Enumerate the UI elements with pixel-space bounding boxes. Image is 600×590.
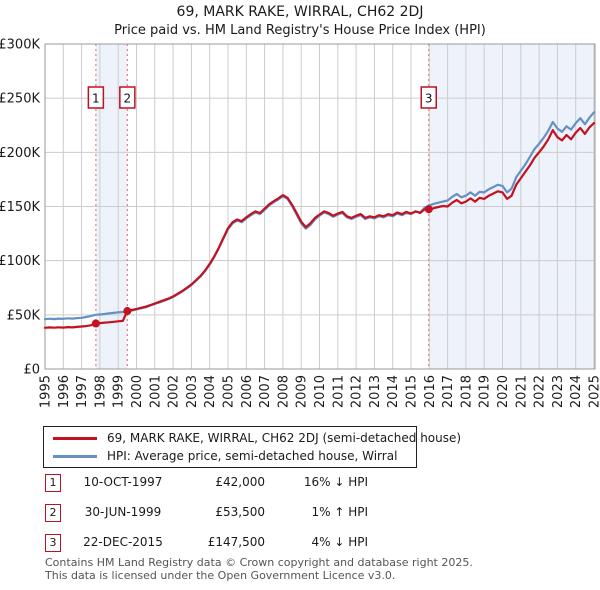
sale-marker-label: 1 <box>92 92 100 106</box>
transaction-3-price: £147,500 <box>207 535 265 549</box>
x-axis-tick-label: 2002 <box>167 375 182 408</box>
x-axis-tick-label: 2020 <box>496 375 511 408</box>
x-axis-tick-label: 2021 <box>514 375 529 408</box>
x-axis-tick-label: 1999 <box>112 375 127 408</box>
y-axis-tick-label: £300K <box>0 38 40 53</box>
legend-item-hpi: HPI: Average price, semi-detached house,… <box>44 449 416 464</box>
x-axis-tick-label: 2022 <box>533 375 548 408</box>
price-line-swatch <box>53 436 97 440</box>
transaction-row-3: 3 22-DEC-2015 £147,500 4% ↓ HPI <box>0 534 600 554</box>
y-axis-tick-label: £50K <box>7 308 41 323</box>
x-axis-tick-label: 2003 <box>185 375 200 408</box>
transaction-2-marker: 2 <box>45 504 61 522</box>
x-axis-tick-label: 1997 <box>75 375 90 408</box>
x-axis-tick-label: 1995 <box>39 375 54 408</box>
y-axis-tick-label: £200K <box>0 146 40 161</box>
y-axis-tick-label: £100K <box>0 254 40 269</box>
transaction-1-marker: 1 <box>45 474 61 492</box>
y-axis-tick-label: £150K <box>0 200 40 215</box>
x-axis-tick-label: 2009 <box>295 375 310 408</box>
x-axis-tick-label: 2024 <box>569 375 584 408</box>
y-axis-tick-label: £250K <box>0 92 40 107</box>
x-axis-tick-label: 2013 <box>368 375 383 408</box>
sale-point <box>123 307 132 316</box>
x-axis-tick-label: 2008 <box>276 375 291 408</box>
x-axis-tick-label: 2011 <box>331 375 346 408</box>
sale-marker-label-box <box>420 86 438 109</box>
legend-label: HPI: Average price, semi-detached house,… <box>107 449 398 463</box>
transaction-2-price: £53,500 <box>215 505 265 519</box>
legend-item-price-paid: 69, MARK RAKE, WIRRAL, CH62 2DJ (semi-de… <box>44 431 461 446</box>
x-axis-tick-label: 2001 <box>148 375 163 408</box>
transaction-3-date: 22-DEC-2015 <box>83 535 163 549</box>
transaction-3-hpi-diff: 4% ↓ HPI <box>311 535 368 549</box>
x-axis-tick-label: 2005 <box>222 375 237 408</box>
x-axis-tick-label: 2015 <box>405 375 420 408</box>
transaction-row-1: 1 10-OCT-1997 £42,000 16% ↓ HPI <box>0 474 600 494</box>
transaction-2-hpi-diff: 1% ↑ HPI <box>311 505 368 519</box>
x-axis-tick-label: 2007 <box>258 375 273 408</box>
transaction-1-hpi-diff: 16% ↓ HPI <box>303 475 368 489</box>
sale-marker-label: 2 <box>124 92 132 106</box>
sale-marker-label-box <box>119 86 136 109</box>
sale-point <box>91 319 100 328</box>
x-axis-tick-label: 2017 <box>441 375 456 408</box>
legend-label: 69, MARK RAKE, WIRRAL, CH62 2DJ (semi-de… <box>107 431 462 445</box>
transaction-3-marker: 3 <box>45 534 61 552</box>
x-axis-tick-label: 2006 <box>240 375 255 408</box>
x-axis-tick-label: 2004 <box>203 375 218 408</box>
x-axis-tick-label: 2010 <box>313 375 328 408</box>
copyright-line: Contains HM Land Registry data © Crown c… <box>45 556 473 569</box>
licence-line: This data is licensed under the Open Gov… <box>45 569 396 582</box>
x-axis-tick-label: 2018 <box>459 375 474 408</box>
chart-legend: 69, MARK RAKE, WIRRAL, CH62 2DJ (semi-de… <box>43 426 461 468</box>
y-axis-tick-label: £0 <box>23 363 40 378</box>
hpi-line-swatch <box>53 454 97 458</box>
page-title: 69, MARK RAKE, WIRRAL, CH62 2DJ <box>176 4 424 20</box>
transaction-2-date: 30-JUN-1999 <box>84 505 162 519</box>
transaction-row-2: 2 30-JUN-1999 £53,500 1% ↑ HPI <box>0 504 600 524</box>
x-axis-tick-label: 2025 <box>588 375 600 408</box>
sale-marker-label: 3 <box>425 92 433 106</box>
x-axis-tick-label: 1998 <box>93 375 108 408</box>
price-paid-line <box>43 122 596 329</box>
x-axis-tick-label: 2000 <box>130 375 145 408</box>
transaction-1-price: £42,000 <box>215 475 265 489</box>
page-subtitle: Price paid vs. HM Land Registry's House … <box>114 23 486 38</box>
x-axis-tick-label: 2023 <box>551 375 566 408</box>
sale-point <box>424 205 433 214</box>
x-axis-tick-label: 1996 <box>57 375 72 408</box>
plot-border <box>44 43 596 370</box>
transaction-1-date: 10-OCT-1997 <box>83 475 163 489</box>
x-axis-tick-label: 2014 <box>386 375 401 408</box>
sale-marker-label-box <box>87 86 105 109</box>
x-axis-tick-label: 2019 <box>478 375 493 408</box>
x-axis-tick-label: 2016 <box>423 375 438 408</box>
x-axis-tick-label: 2012 <box>350 375 365 408</box>
